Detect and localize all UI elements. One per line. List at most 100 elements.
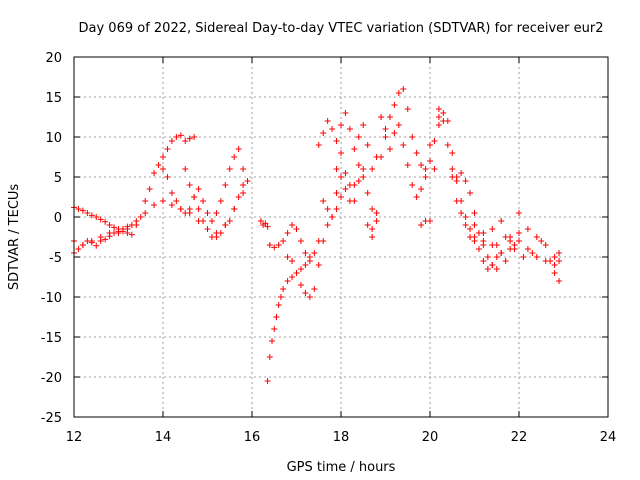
data-point xyxy=(160,198,166,204)
y-tick-label: -15 xyxy=(41,331,62,346)
data-point xyxy=(480,258,487,264)
data-point xyxy=(471,210,478,216)
x-tick-label: 22 xyxy=(511,430,528,445)
data-point xyxy=(418,162,425,168)
data-point xyxy=(551,254,558,260)
data-point xyxy=(471,238,478,244)
data-point xyxy=(93,242,100,249)
data-point xyxy=(431,166,438,172)
plot-frame xyxy=(73,56,609,418)
data-point xyxy=(111,224,118,231)
series-eur2-n xyxy=(378,114,442,200)
data-point xyxy=(106,230,113,236)
series-eur2-e xyxy=(182,166,247,240)
data-point xyxy=(427,158,433,164)
data-point xyxy=(222,222,229,228)
data-point xyxy=(533,254,540,260)
data-point xyxy=(266,354,273,360)
data-point xyxy=(284,278,291,284)
data-point xyxy=(324,222,331,228)
data-point xyxy=(386,146,393,152)
data-point xyxy=(333,190,340,196)
data-point xyxy=(369,206,376,212)
x-tick-label: 18 xyxy=(333,430,350,445)
data-point xyxy=(284,254,291,260)
x-tick-label: 12 xyxy=(66,430,83,445)
x-tick-label: 20 xyxy=(422,430,439,445)
data-point xyxy=(182,210,189,216)
data-point xyxy=(289,274,296,280)
data-point xyxy=(302,290,309,296)
data-point xyxy=(516,230,522,236)
data-point xyxy=(346,126,353,132)
data-point xyxy=(346,182,353,188)
data-point xyxy=(373,218,380,224)
data-point xyxy=(293,270,300,276)
data-point xyxy=(493,266,500,272)
data-point xyxy=(351,146,358,152)
data-point xyxy=(467,190,474,196)
data-point xyxy=(324,118,331,124)
data-point xyxy=(75,206,82,212)
data-point xyxy=(378,154,385,160)
data-point xyxy=(382,126,389,132)
series-eur2-a xyxy=(71,132,198,256)
data-point xyxy=(524,226,531,232)
data-point xyxy=(168,138,175,144)
data-point xyxy=(226,218,233,224)
data-point xyxy=(244,178,251,184)
series-eur2-r xyxy=(471,210,563,260)
series-eur2-d xyxy=(160,146,251,224)
data-point xyxy=(155,162,162,168)
y-tick-label: 20 xyxy=(45,51,62,66)
data-point xyxy=(186,206,193,212)
data-point xyxy=(217,198,224,204)
data-point xyxy=(551,262,558,268)
data-point xyxy=(338,194,344,200)
data-point xyxy=(369,234,376,240)
data-point xyxy=(151,202,158,208)
data-point xyxy=(213,210,220,216)
data-point xyxy=(146,186,153,192)
data-point xyxy=(235,146,242,152)
data-point xyxy=(498,250,505,256)
data-point xyxy=(289,222,296,228)
data-point xyxy=(213,234,220,240)
data-point xyxy=(280,286,287,292)
data-point xyxy=(404,162,411,168)
data-point xyxy=(493,254,500,260)
data-point xyxy=(177,132,184,139)
data-point xyxy=(164,146,171,152)
data-point xyxy=(435,114,442,120)
y-tick-label: -5 xyxy=(49,251,62,266)
data-point xyxy=(106,222,113,228)
data-point xyxy=(173,134,180,140)
data-point xyxy=(191,134,198,140)
data-point xyxy=(338,150,344,156)
data-point xyxy=(533,234,540,240)
data-point xyxy=(168,202,175,208)
data-point xyxy=(404,106,411,112)
data-point xyxy=(222,182,229,188)
data-point xyxy=(79,242,86,248)
data-point xyxy=(333,166,340,172)
data-point xyxy=(556,258,563,264)
data-point xyxy=(462,178,469,184)
data-point xyxy=(449,166,456,172)
data-point xyxy=(264,223,271,230)
data-point xyxy=(264,378,271,384)
data-point xyxy=(257,218,264,224)
series-eur2-g xyxy=(264,258,313,384)
data-point xyxy=(489,242,496,248)
data-point xyxy=(338,122,344,128)
series-eur2-l xyxy=(333,150,380,224)
data-point xyxy=(369,226,376,232)
y-tick-label: 15 xyxy=(45,91,62,106)
data-point xyxy=(311,250,318,256)
y-tick-label: -10 xyxy=(41,291,62,306)
data-point xyxy=(266,242,273,248)
data-point xyxy=(435,122,442,128)
data-point xyxy=(502,234,509,240)
y-tick-label: 5 xyxy=(54,171,62,186)
